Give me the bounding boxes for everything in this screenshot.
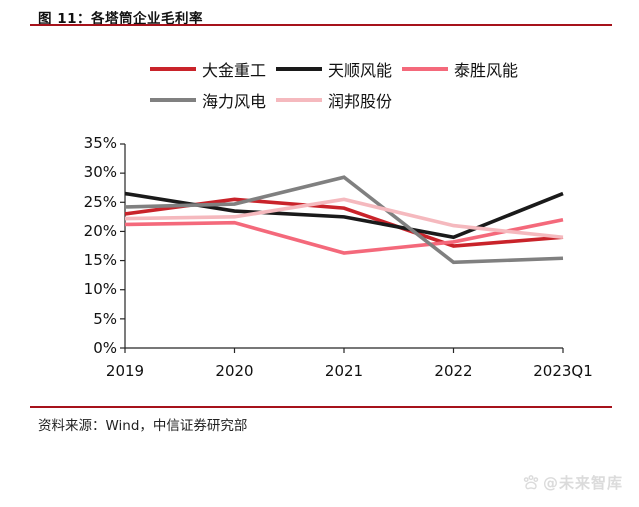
legend-item-tianshun[interactable]: 天顺风能 bbox=[276, 57, 392, 81]
paw-icon bbox=[523, 474, 539, 489]
legend-label: 天顺风能 bbox=[328, 61, 393, 80]
y-tick-label: 25% bbox=[83, 192, 117, 211]
legend-row-1: 大金重工 天顺风能 泰胜风能 bbox=[150, 57, 528, 81]
y-tick-label: 5% bbox=[93, 309, 117, 328]
legend-line-swatch bbox=[402, 67, 449, 71]
watermark-text: @未来智库 bbox=[542, 474, 623, 492]
legend-label: 大金重工 bbox=[202, 61, 267, 80]
series-line-泰胜风能 bbox=[124, 218, 564, 255]
x-axis-labels: 2019 2020 2021 2022 2023Q1 bbox=[106, 362, 593, 382]
x-tick-label: 2021 bbox=[324, 362, 364, 380]
series-line-润邦股份 bbox=[124, 197, 564, 240]
legend-item-dajin[interactable]: 大金重工 bbox=[150, 57, 266, 81]
legend-label: 泰胜风能 bbox=[454, 61, 519, 80]
series-lines bbox=[124, 175, 564, 265]
legend-label: 海力风电 bbox=[202, 92, 267, 111]
x-tick-label: 2020 bbox=[215, 362, 254, 380]
source-note: 资料来源：Wind，中信证券研究部 bbox=[38, 418, 248, 434]
legend-row-2: 海力风电 润邦股份 bbox=[150, 88, 528, 112]
y-tick-label: 10% bbox=[83, 280, 117, 299]
figure-title: 图 11：各塔筒企业毛利率 bbox=[38, 11, 203, 27]
legend-item-taisheng[interactable]: 泰胜风能 bbox=[402, 57, 518, 81]
axis-ticks bbox=[120, 143, 564, 353]
legend-item-runbang[interactable]: 润邦股份 bbox=[276, 88, 392, 112]
y-tick-label: 0% bbox=[93, 338, 117, 357]
series-line-海力风电 bbox=[124, 175, 564, 265]
x-tick-label: 2023Q1 bbox=[533, 362, 593, 380]
legend-line-swatch bbox=[150, 98, 196, 102]
x-tick-label: 2019 bbox=[105, 362, 145, 380]
y-tick-label: 20% bbox=[83, 221, 117, 240]
y-tick-label: 15% bbox=[83, 251, 117, 270]
source-divider bbox=[30, 406, 612, 408]
title-underline bbox=[30, 24, 612, 26]
legend-line-swatch bbox=[276, 67, 323, 71]
y-axis-labels: 35% 30% 25% 20% 15% 10% 5% 0% bbox=[40, 136, 117, 356]
legend-line-swatch bbox=[150, 67, 196, 71]
legend-line-swatch bbox=[276, 98, 323, 102]
axis-lines bbox=[124, 144, 563, 349]
y-tick-label: 30% bbox=[83, 163, 117, 182]
legend-label: 润邦股份 bbox=[328, 92, 393, 111]
chart-legend: 大金重工 天顺风能 泰胜风能 海力风电 润邦股份 bbox=[150, 57, 528, 119]
y-tick-label: 35% bbox=[83, 134, 117, 152]
x-tick-label: 2022 bbox=[434, 362, 473, 380]
watermark: @未来智库 bbox=[522, 472, 623, 493]
legend-item-haili[interactable]: 海力风电 bbox=[150, 88, 266, 112]
